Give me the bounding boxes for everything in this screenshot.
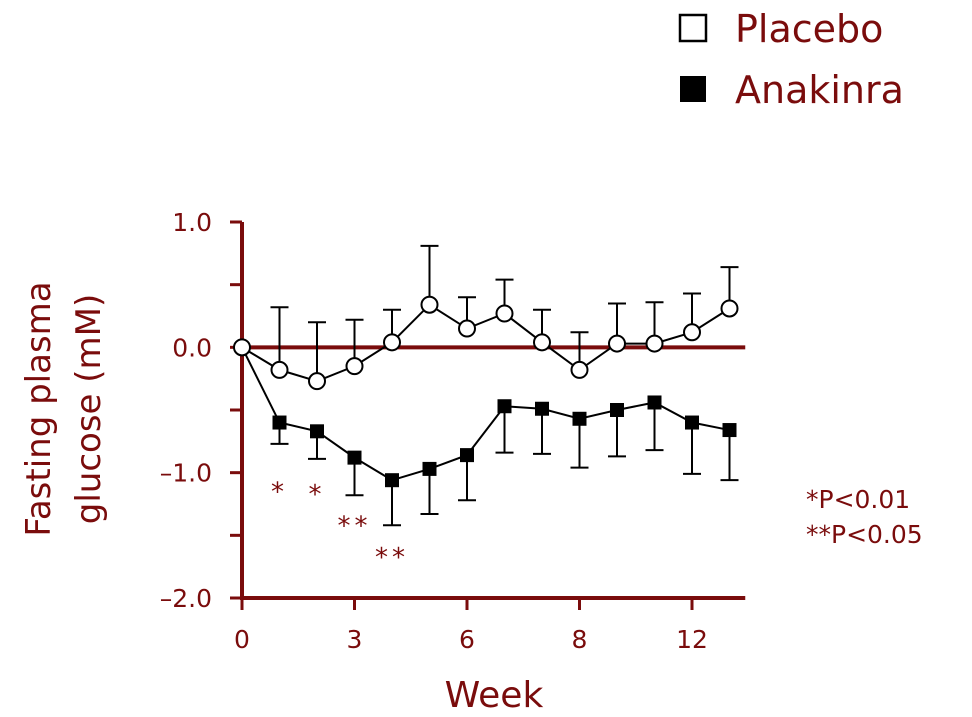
placebo-point — [458, 319, 476, 338]
anakinra-point — [422, 461, 437, 476]
note-p005: **P<0.05 — [806, 520, 923, 549]
y-tick-label: 1.0 — [172, 208, 212, 237]
anakinra-point — [497, 399, 512, 414]
placebo-point — [683, 323, 701, 342]
legend-anakinra-marker — [680, 76, 706, 102]
placebo-point — [570, 360, 589, 379]
placebo-point — [270, 360, 289, 379]
anakinra-point — [310, 424, 324, 439]
anakinra-point — [535, 401, 549, 416]
legend-anakinra-label: Anakinra — [735, 68, 904, 112]
y-tick-label: –1.0 — [160, 459, 212, 488]
anakinra-point — [610, 403, 624, 417]
anakinra-point — [347, 450, 362, 465]
legend: Placebo Anakinra — [678, 7, 904, 112]
significance-marker: * — [271, 478, 288, 508]
significance-marker: ** — [375, 543, 409, 573]
y-axis-title-line1: Fasting plasma — [19, 281, 59, 536]
y-tick-label: 0.0 — [172, 333, 212, 362]
x-tick-label: 12 — [676, 625, 708, 654]
legend-placebo-label: Placebo — [735, 7, 883, 51]
anakinra-point — [385, 473, 399, 488]
x-tick-label: 0 — [234, 625, 250, 654]
anakinra-point — [572, 411, 587, 426]
anakinra-line — [241, 346, 730, 482]
placebo-point — [233, 338, 251, 357]
anakinra-point — [685, 415, 699, 430]
placebo-point — [308, 372, 326, 391]
placebo-point — [645, 334, 664, 353]
significance-marker: * — [309, 480, 326, 510]
placebo-point — [533, 333, 551, 352]
plot-area: * ***** — [233, 244, 739, 573]
legend-placebo-marker — [678, 13, 708, 43]
note-p001: *P<0.01 — [806, 485, 910, 514]
y-axis-title-line2: glucose (mM) — [69, 294, 109, 525]
placebo-point — [420, 295, 439, 314]
x-tick-label: 6 — [459, 625, 475, 654]
anakinra-point — [460, 448, 474, 463]
anakinra-point — [722, 423, 737, 438]
placebo-point — [608, 334, 626, 353]
placebo-point — [345, 357, 364, 376]
anakinra-point — [647, 395, 662, 410]
placebo-point — [383, 333, 401, 352]
x-tick-label: 8 — [572, 625, 588, 654]
anakinra-point — [272, 415, 287, 430]
placebo-point — [720, 299, 739, 318]
x-tick-label: 3 — [347, 625, 363, 654]
placebo-point — [495, 304, 514, 323]
y-tick-label: –2.0 — [160, 584, 212, 613]
significance-marker: ** — [338, 512, 372, 542]
axes: 1.0 0.0 –1.0 –2.0 0 3 6 8 12 — [160, 208, 746, 654]
x-axis-title: Week — [445, 675, 544, 716]
